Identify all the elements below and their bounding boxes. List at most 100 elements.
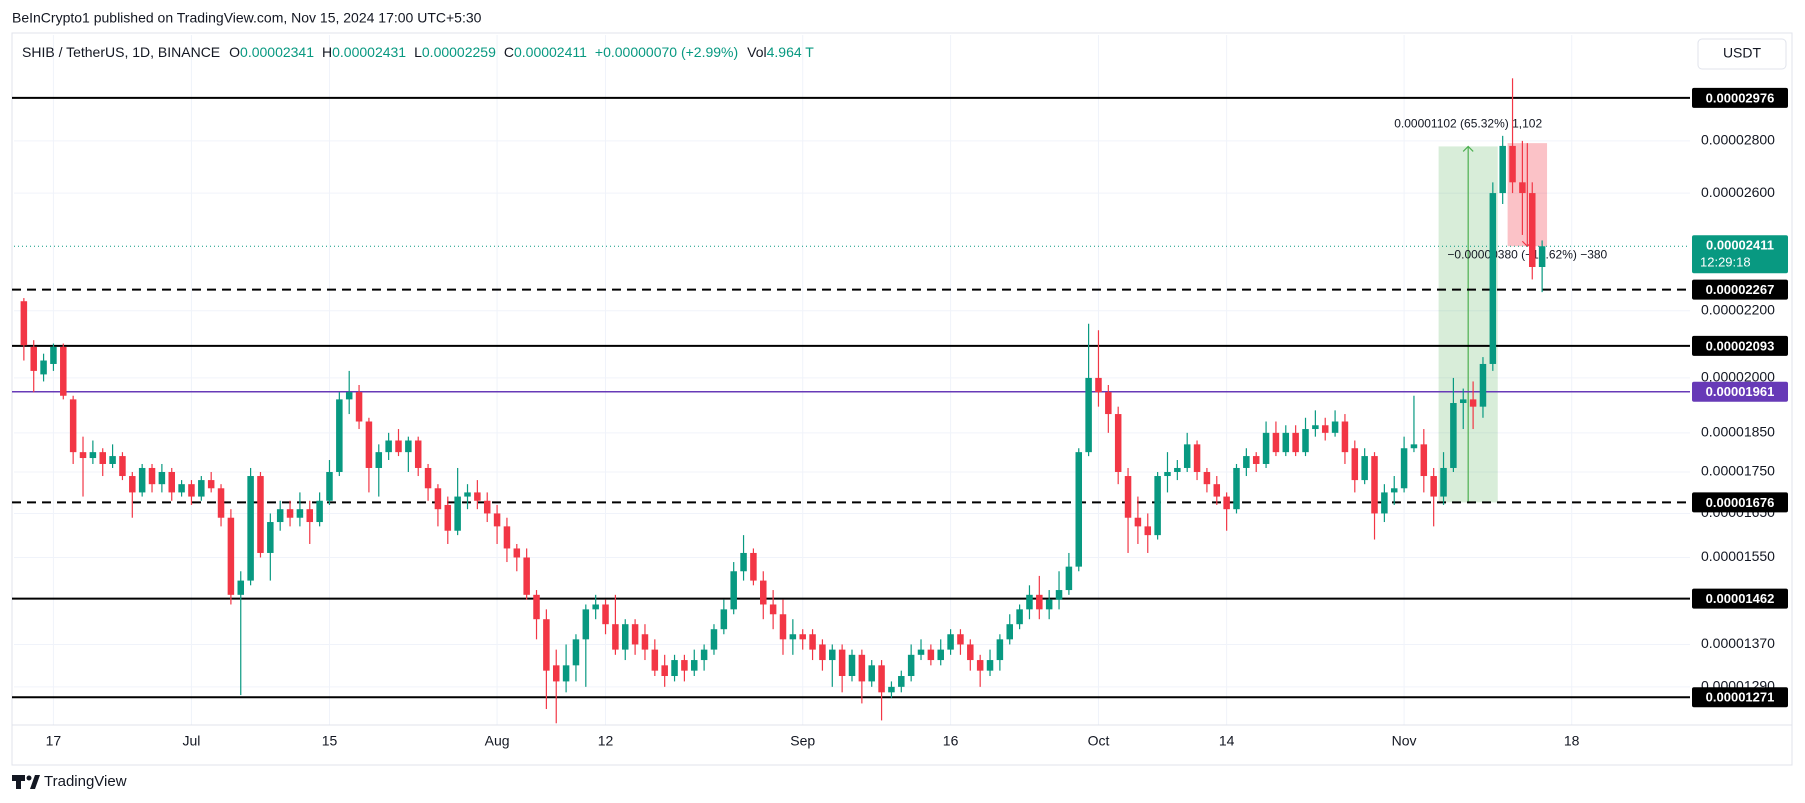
candle-body bbox=[1233, 467, 1240, 510]
candle-body bbox=[1164, 471, 1171, 477]
candle-body bbox=[1529, 193, 1536, 268]
candle-body bbox=[1302, 429, 1309, 453]
candle-body bbox=[1085, 377, 1092, 453]
candle-body bbox=[50, 346, 57, 364]
candle-body bbox=[1499, 145, 1506, 194]
candle-body bbox=[1321, 425, 1329, 433]
logo-dot bbox=[26, 775, 32, 781]
legend-symbol: SHIB / TetherUS, 1D, BINANCE bbox=[22, 44, 220, 60]
candle-body bbox=[1105, 392, 1112, 415]
candle-body bbox=[493, 513, 501, 527]
candle-body bbox=[1509, 145, 1516, 183]
logo-stem bbox=[16, 775, 21, 789]
axes: 0.00002800 0.00002600 0.00002200 0.00002000… bbox=[12, 87, 1792, 749]
candle-body bbox=[247, 476, 254, 581]
header: BeInCrypto1 published on TradingView.com… bbox=[12, 10, 482, 26]
candle-body bbox=[898, 676, 905, 687]
candle-body bbox=[819, 644, 826, 661]
candle-body bbox=[1183, 444, 1191, 468]
candle-body bbox=[424, 467, 432, 489]
candle-body bbox=[858, 654, 866, 682]
candle-body bbox=[1124, 476, 1132, 518]
legend-value: 0.00002341 bbox=[240, 44, 314, 60]
measure-label: −0.00000380 (−13.62%) −380 bbox=[1447, 247, 1607, 261]
candle-body bbox=[878, 665, 885, 693]
legend: SHIB / TetherUS, 1D, BINANCE O0.00002341 H… bbox=[22, 44, 814, 60]
x-tick-label: Jul bbox=[183, 733, 201, 749]
candle-body bbox=[1351, 448, 1359, 481]
candle-body bbox=[474, 492, 481, 501]
y-tick-label: 0.00002800 bbox=[1701, 132, 1775, 148]
candle-body bbox=[927, 649, 935, 661]
level-label-box bbox=[1692, 492, 1788, 513]
candle-body bbox=[257, 476, 264, 553]
candle-body bbox=[1312, 425, 1319, 430]
candle-body bbox=[1450, 403, 1457, 468]
logo-slash bbox=[30, 775, 40, 789]
candle-body bbox=[237, 580, 245, 595]
candle-body bbox=[592, 604, 599, 610]
candle-body bbox=[444, 504, 452, 531]
level-label-box bbox=[1692, 87, 1788, 108]
currency-box[interactable] bbox=[1697, 38, 1787, 70]
candle-body bbox=[750, 552, 757, 581]
candle-body bbox=[119, 456, 126, 477]
candle-body bbox=[1519, 182, 1526, 194]
candle-body bbox=[60, 346, 67, 396]
candle-body bbox=[1055, 590, 1063, 600]
y-tick-label: 0.00001750 bbox=[1701, 463, 1775, 479]
legend-key: H bbox=[322, 44, 332, 60]
candle-body bbox=[158, 471, 166, 485]
y-tick-label: 0.00001850 bbox=[1701, 424, 1775, 440]
candle-body bbox=[1075, 452, 1083, 567]
x-tick-label: 12 bbox=[598, 733, 614, 749]
legend-key: Vol bbox=[747, 44, 766, 60]
candle-body bbox=[868, 665, 875, 682]
candle-body bbox=[907, 654, 915, 677]
candle-body bbox=[1203, 471, 1211, 485]
candle-body bbox=[720, 609, 728, 630]
candle-body bbox=[1489, 193, 1497, 364]
candle-body bbox=[809, 634, 816, 650]
candle-body bbox=[188, 484, 195, 497]
measure-arrowhead bbox=[1462, 145, 1474, 152]
candle-body bbox=[1430, 476, 1437, 497]
footer: TradingView bbox=[44, 773, 127, 790]
candle-body bbox=[641, 634, 649, 650]
candle-body bbox=[217, 488, 225, 518]
candle-body bbox=[1174, 467, 1181, 472]
legend-volume: 4.964 T bbox=[767, 44, 815, 60]
legend-change: +0.00000070 (+2.99%) bbox=[595, 44, 738, 60]
x-tick-label: Nov bbox=[1392, 733, 1417, 749]
candle-body bbox=[1420, 444, 1428, 477]
candle-body bbox=[1331, 421, 1339, 433]
candle-body bbox=[1193, 444, 1201, 472]
legend-value: 0.00002431 bbox=[332, 44, 406, 60]
candle-body bbox=[89, 452, 97, 459]
candle-body bbox=[1400, 448, 1408, 489]
candle-body bbox=[730, 571, 737, 610]
candle-body bbox=[1045, 599, 1053, 610]
candle-body bbox=[1134, 517, 1142, 527]
candle-body bbox=[385, 440, 392, 453]
candle-body bbox=[30, 346, 37, 371]
candle-body bbox=[326, 471, 333, 501]
candle-body bbox=[789, 634, 797, 640]
candle-body bbox=[1410, 444, 1418, 449]
candle-body bbox=[1243, 456, 1250, 468]
last-price-label: 0.00002411 bbox=[1706, 238, 1774, 253]
candle-body bbox=[148, 467, 156, 485]
candle-body bbox=[562, 665, 570, 682]
candle-body bbox=[523, 557, 530, 595]
candle-body bbox=[178, 484, 185, 493]
candle-body bbox=[1154, 476, 1161, 536]
candle-body bbox=[848, 654, 856, 677]
candle-body bbox=[769, 604, 777, 615]
level-label: 0.00001961 bbox=[1706, 384, 1775, 399]
candle-body bbox=[1114, 414, 1122, 472]
currency[interactable]: USDT bbox=[1723, 45, 1762, 61]
candle-body bbox=[631, 624, 639, 645]
x-tick-label: Aug bbox=[485, 733, 510, 749]
level-label-box bbox=[1692, 381, 1788, 402]
level-label: 0.00001271 bbox=[1706, 690, 1775, 705]
